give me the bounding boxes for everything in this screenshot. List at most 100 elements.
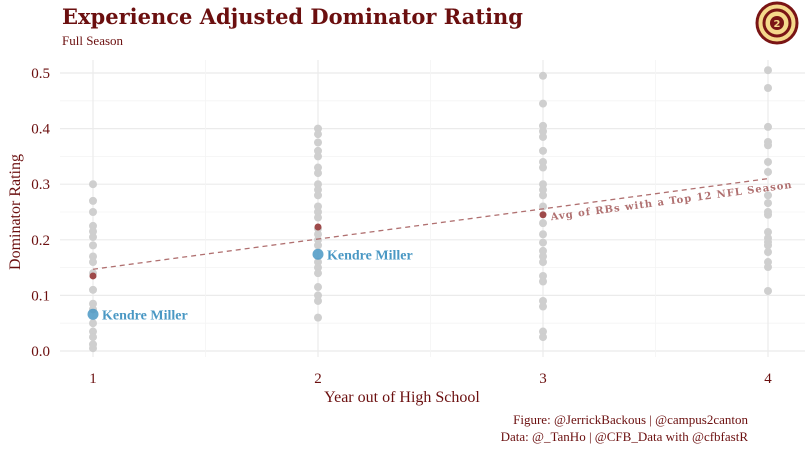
data-point: [539, 258, 547, 267]
data-point: [764, 210, 772, 219]
data-point: [89, 241, 97, 250]
data-point: [764, 191, 772, 200]
data-point: [539, 127, 547, 136]
data-point: [764, 122, 772, 131]
data-point: [539, 296, 547, 305]
data-point: [314, 130, 322, 139]
data-point: [314, 163, 322, 172]
x-axis-label: Year out of High School: [324, 389, 480, 406]
data-point: [539, 238, 547, 247]
chart-subtitle: Full Season: [62, 33, 124, 48]
data-point: [314, 241, 322, 250]
data-point: [539, 191, 547, 200]
x-tick-label: 2: [314, 371, 322, 387]
data-point: [539, 302, 547, 311]
data-point: [89, 208, 97, 216]
data-point: [539, 327, 547, 336]
data-point: [314, 263, 322, 272]
data-point: [89, 221, 97, 230]
highlight-point: [312, 248, 324, 260]
data-point: [539, 252, 547, 261]
data-point: [539, 121, 547, 130]
x-tick-label: 3: [539, 371, 547, 387]
data-point: [539, 230, 547, 239]
data-point: [89, 196, 97, 205]
caption-data: Data: @_TanHo | @CFB_Data with @cfbfastR: [500, 429, 748, 444]
data-point: [539, 163, 547, 172]
data-point: [539, 99, 547, 108]
data-point: [89, 233, 97, 242]
data-point: [539, 146, 547, 155]
data-point: [314, 235, 322, 244]
avg-point: [314, 223, 322, 231]
data-point: [764, 199, 772, 208]
avg-point: [539, 211, 547, 219]
data-point: [314, 185, 322, 194]
data-point: [314, 208, 322, 216]
y-axis-label: Dominator Rating: [7, 154, 24, 270]
data-point: [314, 146, 322, 155]
data-point: [314, 180, 322, 189]
y-tick-label: 0.1: [31, 288, 50, 304]
data-point: [314, 258, 322, 267]
caption: Figure: @JerrickBackous | @campus2canton…: [501, 411, 748, 445]
data-point: [764, 167, 772, 176]
data-point: [539, 271, 547, 280]
data-point: [764, 241, 772, 250]
data-point: [89, 327, 97, 336]
data-point: [539, 157, 547, 166]
data-point: [539, 202, 547, 211]
data-point: [89, 285, 97, 294]
data-point: [89, 333, 97, 342]
data-point: [314, 138, 322, 147]
avg-point: [89, 272, 97, 280]
data-point: [314, 283, 322, 292]
data-point: [314, 191, 322, 200]
data-point: [89, 319, 97, 328]
chart-title: Experience Adjusted Dominator Rating: [62, 4, 523, 29]
data-point: [89, 252, 97, 261]
data-point: [314, 152, 322, 161]
trend-line: [92, 177, 769, 270]
y-tick-label: 0.2: [31, 233, 50, 249]
data-point: [314, 230, 322, 239]
data-point: [764, 157, 772, 166]
data-point: [89, 180, 97, 189]
data-point: [539, 277, 547, 286]
data-point: [539, 246, 547, 255]
data-point: [314, 296, 322, 305]
data-point: [539, 185, 547, 194]
data-point: [89, 299, 97, 308]
data-point: [764, 66, 772, 75]
highlight-label: Kendre Miller: [102, 308, 188, 323]
data-point: [539, 71, 547, 80]
x-tick-label: 1: [89, 371, 97, 387]
data-point: [764, 248, 772, 257]
data-point: [764, 228, 772, 237]
data-point: [314, 269, 322, 278]
logo-ring: [762, 8, 792, 38]
data-point: [764, 263, 772, 272]
y-tick-label: 0.0: [31, 344, 50, 360]
x-tick-label: 4: [764, 371, 772, 387]
data-point: [89, 227, 97, 236]
data-point: [539, 132, 547, 141]
caption-figure: Figure: @JerrickBackous | @campus2canton: [513, 412, 748, 427]
data-point: [314, 124, 322, 133]
data-point: [89, 344, 97, 353]
logo-center: [770, 16, 784, 30]
y-tick-label: 0.5: [31, 66, 50, 82]
logo-mark: 2: [774, 19, 781, 30]
data-point: [314, 202, 322, 211]
data-point: [539, 219, 547, 228]
data-point: [764, 84, 772, 93]
data-point: [539, 333, 547, 342]
data-point: [764, 286, 772, 295]
data-point: [89, 258, 97, 267]
highlight-point: [87, 308, 99, 320]
data-point: [539, 180, 547, 189]
data-point: [314, 291, 322, 300]
highlight-label: Kendre Miller: [327, 248, 413, 263]
